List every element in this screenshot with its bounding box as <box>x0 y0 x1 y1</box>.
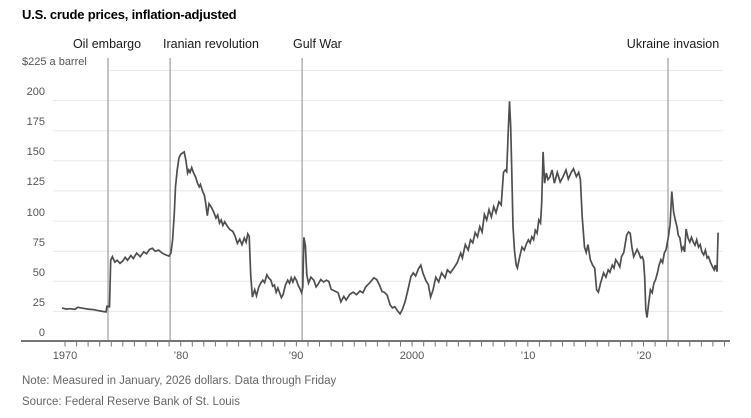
x-axis-tick-label: 2000 <box>399 350 425 362</box>
x-axis-tick-label: ’90 <box>288 350 304 362</box>
page-title: U.S. crude prices, inflation-adjusted <box>22 7 237 22</box>
y-axis-tick-label: 175 <box>26 116 45 128</box>
y-axis-tick-label: 125 <box>26 176 45 188</box>
y-axis-tick-label: 100 <box>26 207 45 219</box>
chart-source: Source: Federal Reserve Bank of St. Loui… <box>22 396 240 408</box>
y-axis-tick-label: 50 <box>32 267 45 279</box>
x-axis-tick-label: 1970 <box>52 350 78 362</box>
y-axis-tick-label: 0 <box>38 327 45 339</box>
event-label: Ukraine invasion <box>626 37 720 51</box>
chart-note: Note: Measured in January, 2026 dollars.… <box>22 375 337 387</box>
x-axis-tick-label: ’80 <box>173 350 189 362</box>
y-axis-tick-label: 150 <box>26 146 45 158</box>
event-label: Iranian revolution <box>163 37 259 51</box>
event-label: Gulf War <box>293 37 342 51</box>
x-axis-tick-label: ’20 <box>636 350 652 362</box>
y-axis-unit-label: $225 a barrel <box>22 56 87 68</box>
x-axis-tick-label: ’10 <box>520 350 536 362</box>
y-axis-tick-label: 200 <box>26 86 45 98</box>
y-axis-tick-label: 25 <box>32 297 45 309</box>
price-line <box>61 101 719 318</box>
y-axis-tick-label: 75 <box>32 237 45 249</box>
event-label: Oil embargo <box>72 37 142 51</box>
